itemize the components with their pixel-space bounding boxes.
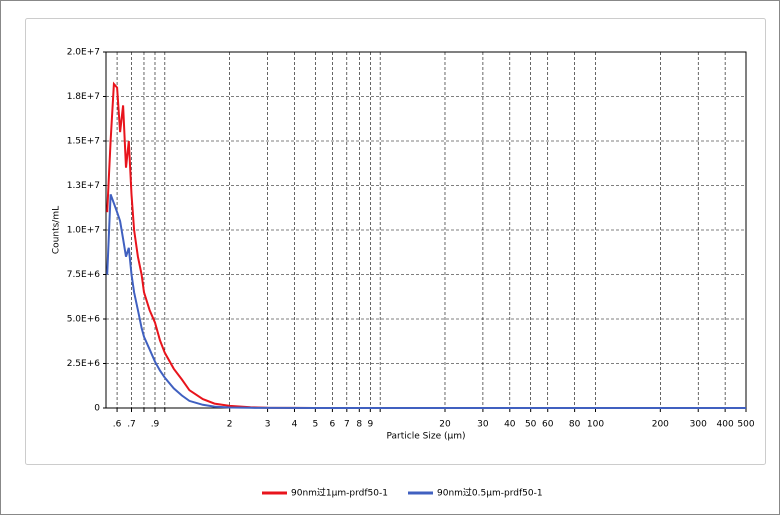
x-axis-label: Particle Size (µm) [387,432,466,442]
x-tick-label: 3 [265,420,271,430]
x-tick-label: .6 [113,420,122,430]
x-tick-label: 5 [312,420,318,430]
y-tick-label: 1.3E+7 [67,181,100,191]
y-axis-label: Counts/mL [52,206,62,254]
chart-panel [25,18,766,465]
y-tick-label: 1.5E+7 [67,137,100,147]
x-tick-label: 40 [504,420,516,430]
legend-label: 90nm过1µm-prdf50-1 [291,487,388,499]
x-tick-label: 8 [356,420,362,430]
x-tick-label: 60 [542,420,554,430]
y-tick-label: 1.0E+7 [67,226,100,236]
x-tick-label: 20 [439,420,451,430]
x-tick-label: 4 [292,420,298,430]
y-tick-label: 2.5E+6 [67,359,101,369]
x-tick-label: 200 [652,420,669,430]
x-tick-label: .9 [151,420,160,430]
x-tick-label: 80 [569,420,581,430]
y-tick-label: 0 [94,404,100,414]
x-tick-label: 50 [525,420,537,430]
y-tick-label: 2.0E+7 [67,48,100,58]
x-tick-label: 300 [690,420,707,430]
x-tick-label: .7 [127,420,136,430]
x-tick-label: 7 [344,420,350,430]
x-tick-label: 6 [330,420,336,430]
x-tick-label: 100 [587,420,604,430]
x-tick-label: 500 [737,420,754,430]
x-tick-label: 30 [477,420,489,430]
y-tick-label: 7.5E+6 [67,270,101,280]
x-tick-label: 9 [367,420,373,430]
x-tick-label: 400 [717,420,734,430]
y-tick-label: 5.0E+6 [67,315,101,325]
data-line [106,194,746,409]
legend-label: 90nm过0.5µm-prdf50-1 [437,487,543,499]
y-tick-label: 1.8E+7 [67,92,100,102]
x-tick-label: 2 [227,420,233,430]
